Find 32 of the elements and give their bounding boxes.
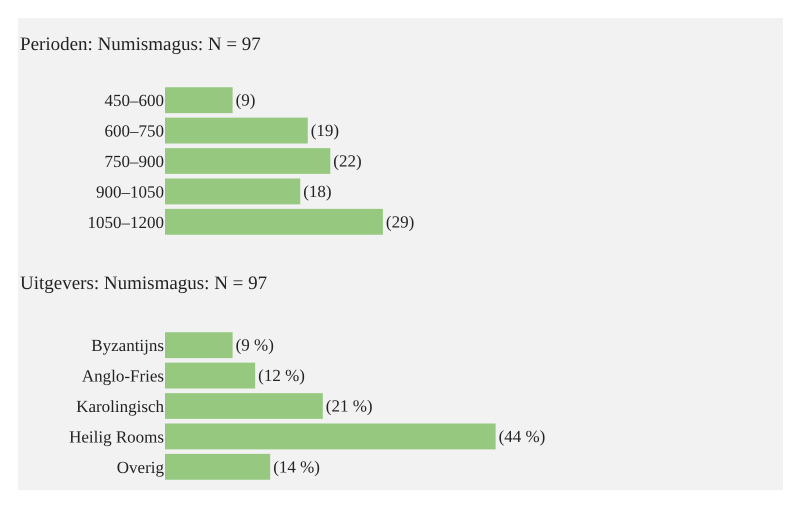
y-tick-label: 900–1050 — [96, 182, 164, 202]
bar — [165, 454, 270, 480]
data-label: (9 %) — [236, 336, 274, 355]
y-tick-label: 450–600 — [104, 91, 164, 110]
bar — [165, 362, 256, 389]
y-tick-label: Anglo-Fries — [82, 366, 164, 386]
data-label: (29) — [386, 212, 414, 232]
bar — [165, 423, 496, 450]
y-tick-label: 600–750 — [104, 122, 164, 141]
data-label: (19) — [310, 121, 340, 140]
y-tick-label: 1050–1200 — [88, 212, 164, 232]
bar — [165, 208, 383, 235]
data-label: (12 %) — [258, 366, 305, 386]
y-tick-label: Heilig Rooms — [69, 427, 164, 446]
data-label: (14 %) — [273, 457, 320, 476]
bar — [165, 332, 233, 358]
bar — [165, 148, 330, 174]
y-tick-label: Byzantijns — [91, 336, 164, 356]
data-label: (44 %) — [498, 426, 546, 446]
y-tick-label: Overig — [116, 458, 164, 477]
chart-title: Uitgevers: Numismagus: N = 97 — [20, 273, 268, 294]
data-label: (18) — [303, 182, 332, 201]
data-label: (22) — [333, 152, 362, 170]
y-tick-label: Karolingisch — [76, 396, 164, 416]
bar — [165, 393, 323, 419]
bar — [165, 118, 308, 144]
data-label: (9) — [236, 90, 256, 110]
bar — [165, 178, 300, 204]
bar — [165, 87, 233, 114]
data-label: (21 %) — [326, 396, 373, 416]
chart-title: Perioden: Numismagus: N = 97 — [20, 34, 261, 55]
y-tick-label: 750–900 — [104, 152, 164, 171]
